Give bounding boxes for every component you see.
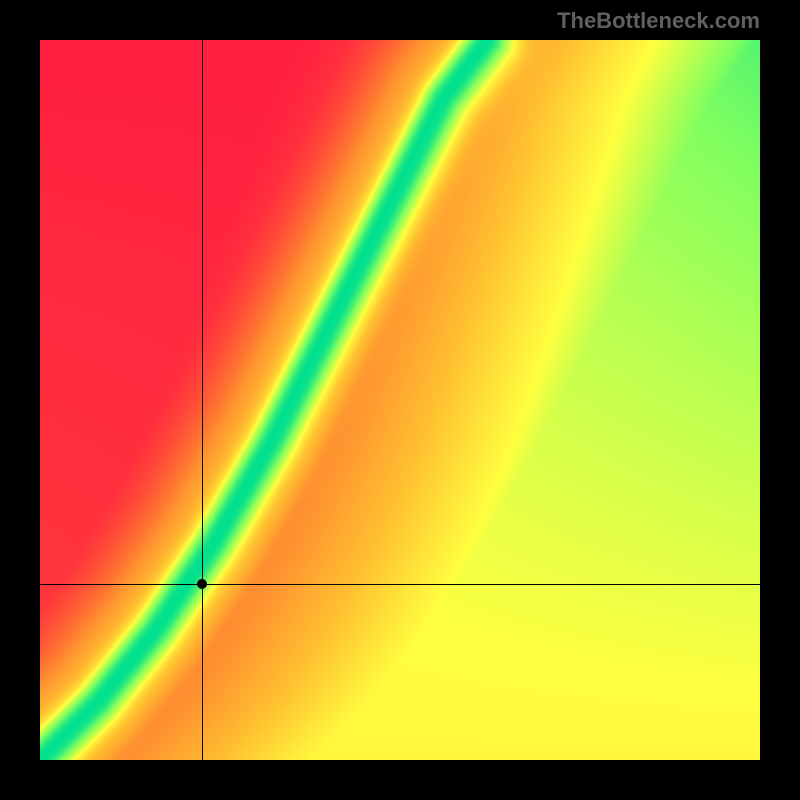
heatmap-plot <box>40 40 760 760</box>
watermark-text: TheBottleneck.com <box>557 8 760 34</box>
crosshair-vertical <box>202 40 203 760</box>
marker-dot <box>197 579 207 589</box>
crosshair-horizontal <box>40 584 760 585</box>
heatmap-canvas <box>40 40 760 760</box>
